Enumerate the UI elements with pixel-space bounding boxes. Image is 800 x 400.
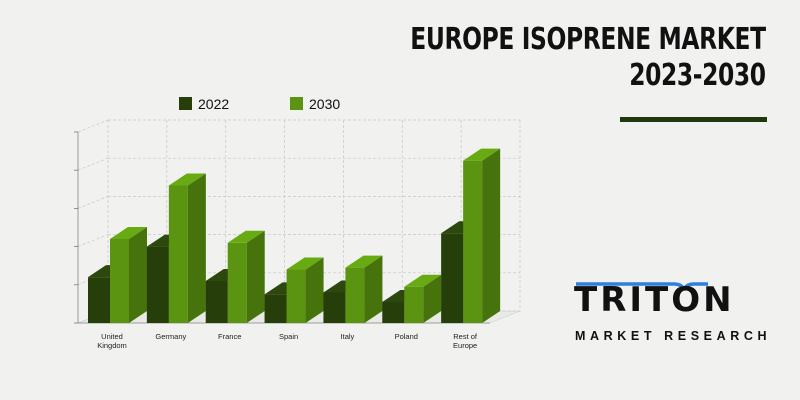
gridline-left-wall: [77, 119, 109, 133]
x-tick-label-line: Germany: [155, 332, 186, 341]
bar-2022-front: [382, 301, 405, 323]
bar-2030: [404, 274, 442, 323]
bar-2022-front: [205, 280, 228, 323]
bar-2030-front: [110, 238, 129, 323]
x-tick-label-line: Rest of: [453, 332, 478, 341]
chart-bars: [88, 148, 501, 323]
bar-2030-side: [129, 226, 147, 323]
x-tick-label: Spain: [279, 332, 298, 341]
x-tick-label-line: Europe: [453, 341, 477, 350]
legend-label: 2022: [198, 96, 229, 112]
bar-2030: [463, 148, 501, 323]
bar-2030: [110, 226, 147, 323]
bar-2030-front: [227, 242, 247, 323]
bar-2030: [227, 230, 265, 323]
legend-swatch: [179, 97, 192, 110]
bar-2022-front: [146, 246, 169, 323]
gridline-left-wall: [77, 196, 109, 209]
title-block: EUROPE ISOPRENE MARKET 2023-2030: [310, 22, 767, 94]
bar-2030-top: [286, 257, 324, 270]
x-tick-label-line: United: [101, 332, 123, 341]
bar-2030-top: [227, 230, 265, 243]
bar-2030-side: [423, 274, 442, 323]
bar-2030-side: [305, 257, 324, 323]
chart-x-labels: United Kingdom Germany France Spain Italy Pola…: [97, 332, 478, 350]
x-tick-label-line: Spain: [279, 332, 298, 341]
bar-2030-top: [345, 255, 383, 268]
x-tick-label: Poland: [395, 332, 418, 341]
bar-2022-front: [323, 292, 346, 323]
gridline-left-wall: [77, 157, 109, 171]
legend-swatch: [290, 97, 303, 110]
bar-2030-side: [187, 173, 206, 323]
bar-2030-top: [168, 173, 206, 186]
bar-2030: [345, 255, 383, 323]
x-tick-label-line: Kingdom: [97, 341, 127, 350]
logo-wordmark: TRITON: [574, 280, 735, 320]
x-tick-label: France: [218, 332, 241, 341]
x-tick-label-line: France: [218, 332, 241, 341]
bar-2030: [286, 257, 324, 323]
bar-2022-front: [441, 233, 464, 323]
title-underline: [620, 117, 767, 122]
bar-2030-front: [404, 286, 424, 323]
bar-2022-front: [88, 277, 110, 323]
page-title: EUROPE ISOPRENE MARKET: [410, 22, 767, 57]
bar-2022-front: [264, 294, 287, 323]
logo-arc-icon: [576, 282, 708, 291]
bar-2030-side: [246, 230, 265, 323]
bar-chart: United Kingdom Germany France Spain Italy Pola…: [74, 96, 521, 350]
x-tick-label-line: Italy: [341, 332, 355, 341]
bar-2030-side: [482, 148, 501, 323]
page-subtitle-years: 2023-2030: [629, 58, 767, 93]
bar-2030-front: [463, 160, 483, 323]
bar-2030-top: [404, 274, 442, 287]
triton-logo: TRITON MARKET RESEARCH: [574, 280, 766, 350]
x-tick-label: Rest of Europe: [453, 332, 478, 350]
logo-tagline: MARKET RESEARCH: [575, 329, 772, 343]
x-tick-label-line: Poland: [395, 332, 418, 341]
bar-2030: [168, 173, 206, 323]
legend-label: 2030: [309, 96, 340, 112]
chart-legend: 2022 2030: [179, 96, 340, 112]
x-tick-label: Germany: [155, 332, 186, 341]
x-tick-label: United Kingdom: [97, 332, 127, 350]
bar-2030-top: [463, 148, 501, 161]
gridline-left-wall: [77, 234, 109, 247]
bar-2030-top: [110, 226, 147, 239]
bar-2030-front: [168, 185, 188, 323]
bar-2030-side: [364, 255, 383, 323]
x-tick-label: Italy: [341, 332, 355, 341]
bar-2030-front: [286, 269, 306, 323]
bar-2030-front: [345, 267, 365, 323]
